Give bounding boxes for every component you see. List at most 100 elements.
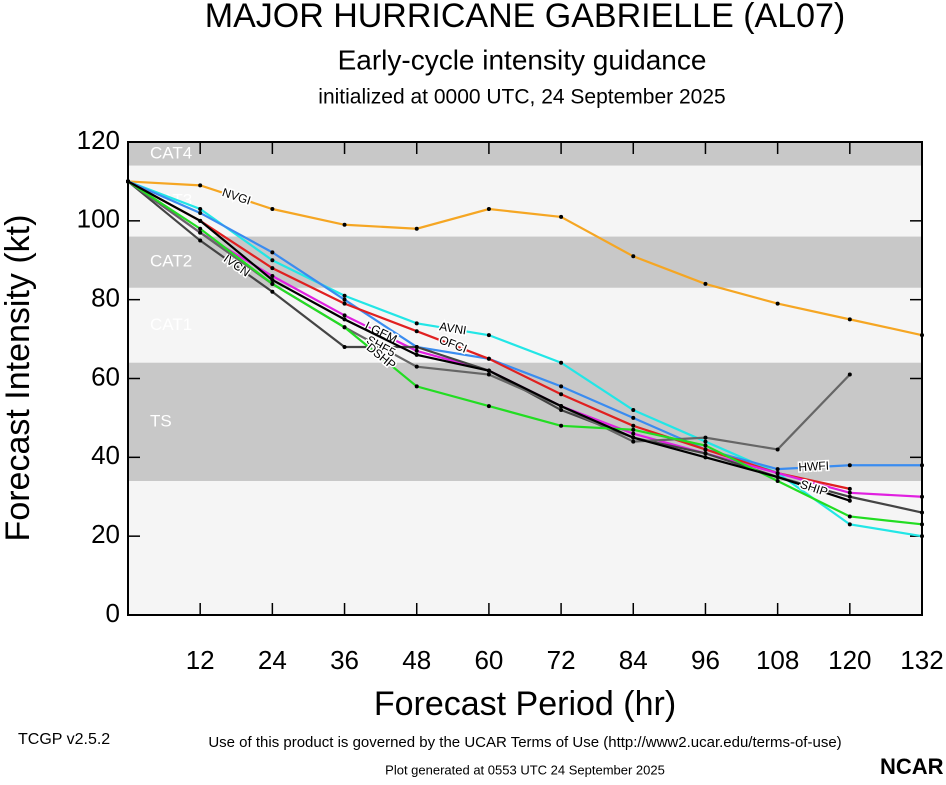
data-point [703,451,708,456]
x-tick-label: 72 [547,645,576,675]
data-point [486,404,491,409]
data-point [486,372,491,377]
series-label: AVNI [438,319,467,337]
data-point [631,439,636,444]
series-label: HWFI [798,459,829,475]
data-point [198,230,203,235]
data-point [342,297,347,302]
chart-subtitle: Early-cycle intensity guidance [338,44,707,75]
y-tick-label: 0 [106,598,120,628]
data-point [559,404,564,409]
x-tick-label: 132 [900,645,943,675]
data-point [270,266,275,271]
series-line [127,180,923,337]
band-label: CAT4 [150,143,192,162]
data-point [414,344,419,349]
series-line [127,180,923,526]
band-label: TS [150,411,172,430]
y-axis-label: Forecast Intensity (kt) [0,215,37,542]
data-point [342,222,347,227]
data-point [270,289,275,294]
data-point [631,423,636,428]
data-point [414,364,419,369]
data-point [920,510,924,515]
data-point [198,210,203,215]
x-tick-label: 36 [330,645,359,675]
data-point [847,498,852,503]
data-point [414,226,419,231]
data-point [559,384,564,389]
init-text: initialized at 0000 UTC, 24 September 20… [318,86,725,109]
chart-title: MAJOR HURRICANE GABRIELLE (AL07) [205,0,846,35]
data-point [703,435,708,440]
series-line [127,180,922,471]
data-point [847,463,852,468]
data-point [775,301,780,306]
x-tick-label: 96 [691,645,720,675]
data-point [414,352,419,357]
x-tick-label: 24 [258,645,287,675]
data-point [631,427,636,432]
data-point [270,281,275,286]
x-tick-label: 12 [186,645,215,675]
category-band [128,287,922,363]
x-tick-label: 120 [828,645,871,675]
data-point [920,333,924,338]
y-tick-label: 100 [77,204,120,234]
band-label: CAT1 [150,315,192,334]
data-point [847,317,852,322]
data-point [270,277,275,282]
data-point [198,238,203,243]
data-point [198,218,203,223]
data-point [847,522,852,527]
data-point [342,344,347,349]
y-tick-label: 60 [91,361,120,391]
category-band [128,142,922,166]
data-point [847,490,852,495]
data-point [198,226,203,231]
data-point [775,471,780,476]
data-point [631,254,636,259]
data-point [270,274,275,279]
data-point [559,392,564,397]
data-point [703,439,708,444]
data-point [198,183,203,188]
data-point [342,301,347,306]
logo: NCAR [880,754,944,779]
footer-terms: Use of this product is governed by the U… [208,734,841,751]
data-point [414,329,419,334]
data-point [847,372,852,377]
data-point [486,356,491,361]
x-tick-label: 48 [402,645,431,675]
data-point [847,494,852,499]
y-tick-label: 80 [91,283,120,313]
y-tick-label: 40 [91,440,120,470]
x-axis-label: Forecast Period (hr) [374,685,676,723]
data-point [631,431,636,436]
data-point [270,258,275,263]
data-point [920,534,924,539]
data-point [342,313,347,318]
footer-generated: Plot generated at 0553 UTC 24 September … [385,762,665,777]
data-point [920,463,924,468]
data-point [631,435,636,440]
data-point [631,408,636,413]
data-point [775,467,780,472]
band-label: CAT2 [150,252,192,271]
data-point [775,475,780,480]
data-point [847,514,852,519]
data-point [486,207,491,212]
data-point [414,321,419,326]
data-point [342,293,347,298]
data-point [126,179,130,184]
data-point [342,325,347,330]
data-point [486,333,491,338]
data-point [775,447,780,452]
category-band [128,362,922,481]
data-point [270,250,275,255]
data-point [703,443,708,448]
y-tick-label: 120 [77,125,120,155]
data-point [847,486,852,491]
x-tick-label: 60 [474,645,503,675]
